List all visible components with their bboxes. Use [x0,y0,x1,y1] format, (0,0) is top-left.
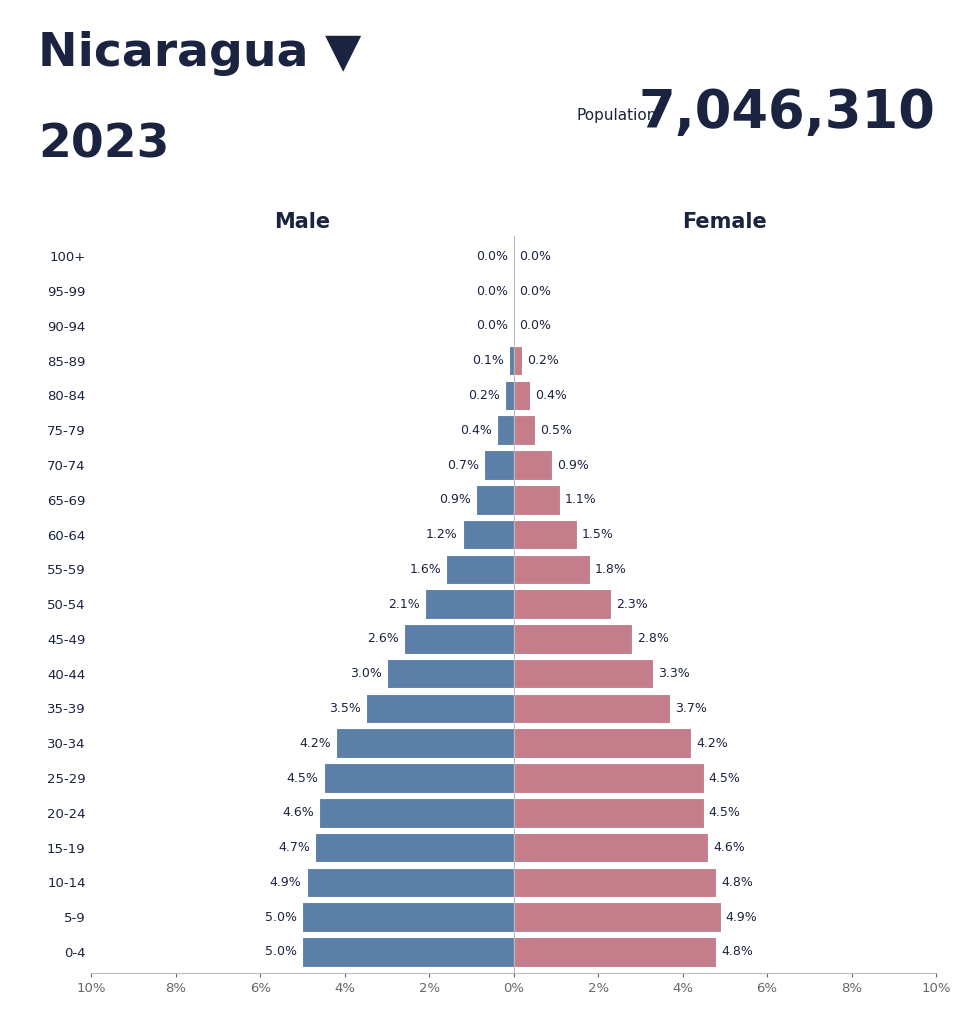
Text: 2.6%: 2.6% [367,633,398,645]
Bar [324,763,514,793]
Text: 4.2%: 4.2% [696,737,728,750]
Text: 2.3%: 2.3% [615,598,648,610]
Text: 0.2%: 0.2% [468,389,500,402]
Text: 3.5%: 3.5% [329,702,361,715]
Bar [315,833,514,862]
Bar [463,520,514,550]
Text: 0.0%: 0.0% [476,319,509,333]
Bar [425,590,514,618]
Text: 0.9%: 0.9% [557,459,588,471]
Text: 4.8%: 4.8% [721,876,754,889]
Bar [306,867,514,897]
Text: 5.0%: 5.0% [265,945,298,958]
Text: 1.6%: 1.6% [409,563,441,575]
Text: 4.9%: 4.9% [726,910,757,924]
Text: 4.6%: 4.6% [713,841,745,854]
Text: 0.4%: 0.4% [460,424,492,437]
Text: Nicaragua ▼: Nicaragua ▼ [38,31,362,76]
Bar [366,693,514,723]
Text: 4.2%: 4.2% [300,737,331,750]
Bar [514,451,552,480]
Text: 4.9%: 4.9% [270,876,301,889]
Bar [514,346,522,376]
Text: 0.2%: 0.2% [527,354,559,368]
Text: 2.1%: 2.1% [388,598,420,610]
Text: 0.7%: 0.7% [447,459,479,471]
Bar [514,798,704,827]
Bar [496,416,514,445]
Text: 2.8%: 2.8% [636,633,669,645]
Text: Male: Male [275,212,330,232]
Bar [514,833,708,862]
Text: 1.8%: 1.8% [594,563,627,575]
Bar [404,625,514,653]
Bar [514,937,716,967]
Text: 0.0%: 0.0% [518,250,551,263]
Text: 3.7%: 3.7% [675,702,707,715]
Bar [514,658,653,688]
Bar [514,555,589,584]
Text: 0.1%: 0.1% [472,354,504,368]
Text: 3.0%: 3.0% [350,668,382,680]
Text: 0.0%: 0.0% [518,285,551,298]
Bar [514,902,721,932]
Bar [514,867,716,897]
Bar [302,902,514,932]
Bar [514,485,560,515]
Text: 0.0%: 0.0% [518,319,551,333]
Text: Population:: Population: [576,108,661,123]
Bar [446,555,514,584]
Text: 0.5%: 0.5% [540,424,572,437]
Text: 4.5%: 4.5% [287,771,319,784]
Bar [336,728,514,758]
Text: 1.5%: 1.5% [582,528,613,541]
Text: 4.5%: 4.5% [708,771,740,784]
Text: 4.7%: 4.7% [278,841,310,854]
Text: 2023: 2023 [38,123,170,168]
Bar [514,693,670,723]
Bar [484,451,514,480]
Text: Female: Female [683,212,767,232]
Text: 5.0%: 5.0% [265,910,298,924]
Bar [514,728,691,758]
Text: 0.4%: 0.4% [536,389,567,402]
Text: 1.2%: 1.2% [426,528,458,541]
Bar [505,381,514,411]
Bar [514,590,611,618]
Text: 7,046,310: 7,046,310 [638,87,935,139]
Bar [514,763,704,793]
Text: 3.3%: 3.3% [658,668,690,680]
Bar [514,416,535,445]
Bar [387,658,514,688]
Text: 0.9%: 0.9% [439,494,470,506]
Bar [475,485,514,515]
Text: 0.0%: 0.0% [476,250,509,263]
Bar [514,625,632,653]
Bar [320,798,514,827]
Text: 4.8%: 4.8% [721,945,754,958]
Text: 1.1%: 1.1% [565,494,597,506]
Text: 4.5%: 4.5% [708,806,740,819]
Bar [302,937,514,967]
Text: 4.6%: 4.6% [282,806,314,819]
Text: 0.0%: 0.0% [476,285,509,298]
Bar [510,346,514,376]
Bar [514,381,531,411]
Bar [514,520,577,550]
